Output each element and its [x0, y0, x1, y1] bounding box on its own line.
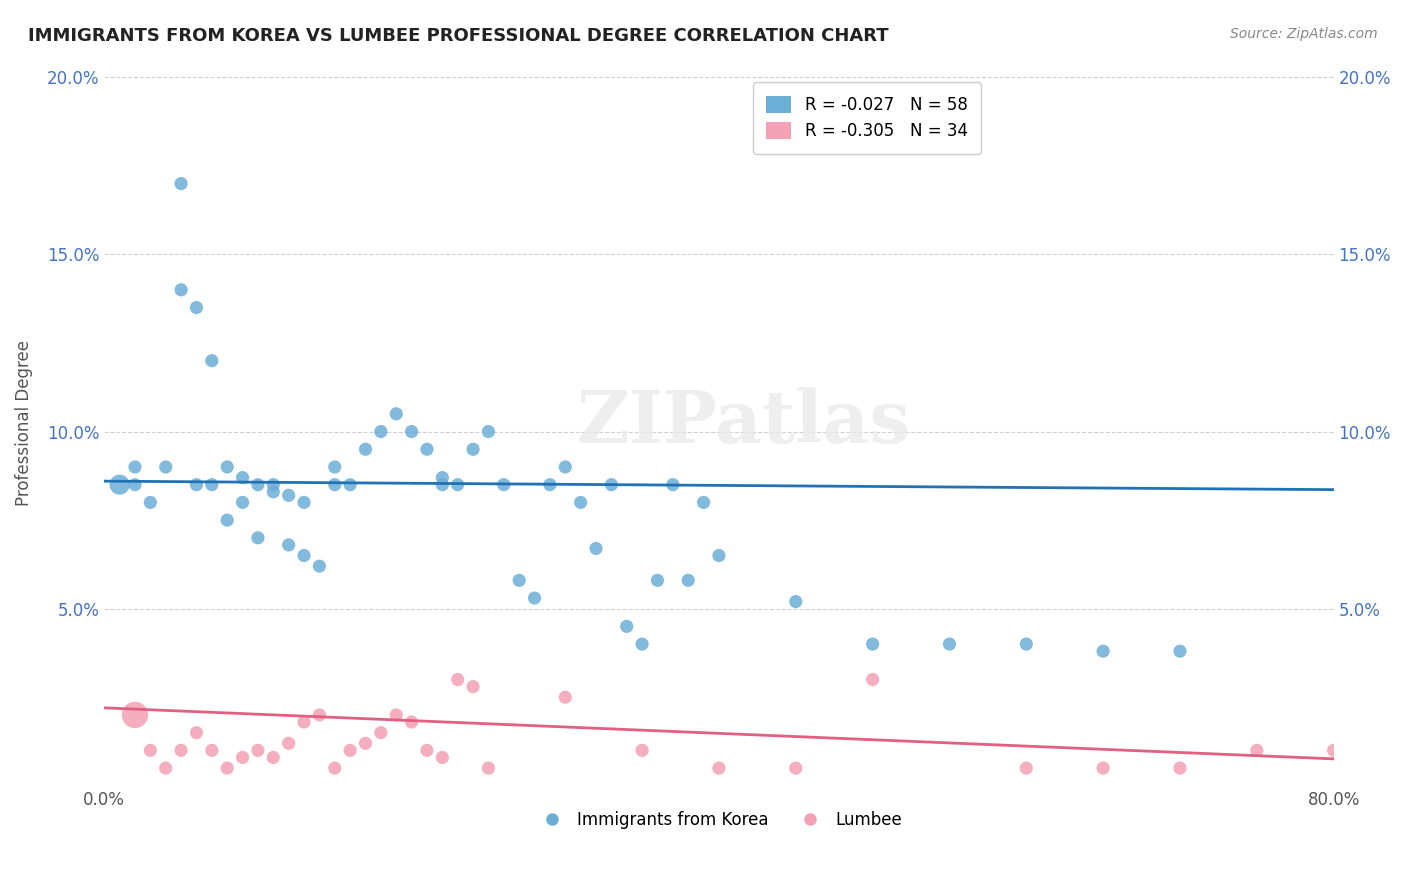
Point: [461, 680, 484, 694]
Point: [246, 743, 269, 757]
Point: [631, 637, 654, 651]
Point: [354, 442, 377, 457]
Point: [217, 761, 239, 775]
Point: [662, 477, 685, 491]
Point: [201, 353, 224, 368]
Point: [616, 619, 638, 633]
Point: [523, 591, 546, 605]
Point: [262, 750, 284, 764]
Point: [277, 538, 299, 552]
Point: [492, 477, 515, 491]
Point: [647, 574, 669, 588]
Point: [538, 477, 561, 491]
Point: [461, 442, 484, 457]
Point: [232, 470, 254, 484]
Y-axis label: Professional Degree: Professional Degree: [15, 340, 32, 506]
Point: [124, 708, 146, 723]
Point: [862, 673, 884, 687]
Legend: Immigrants from Korea, Lumbee: Immigrants from Korea, Lumbee: [529, 805, 908, 836]
Point: [862, 637, 884, 651]
Point: [707, 549, 730, 563]
Point: [292, 549, 315, 563]
Point: [1246, 743, 1268, 757]
Point: [323, 477, 346, 491]
Point: [308, 708, 330, 723]
Point: [186, 301, 208, 315]
Point: [323, 761, 346, 775]
Point: [401, 425, 423, 439]
Point: [416, 442, 439, 457]
Point: [600, 477, 623, 491]
Point: [217, 513, 239, 527]
Point: [432, 477, 454, 491]
Text: ZIPatlas: ZIPatlas: [576, 387, 911, 458]
Point: [201, 477, 224, 491]
Point: [323, 460, 346, 475]
Point: [707, 761, 730, 775]
Point: [292, 495, 315, 509]
Point: [217, 460, 239, 475]
Point: [1168, 644, 1191, 658]
Point: [186, 725, 208, 739]
Point: [246, 477, 269, 491]
Point: [1168, 761, 1191, 775]
Point: [232, 495, 254, 509]
Point: [554, 690, 576, 705]
Point: [477, 425, 499, 439]
Text: IMMIGRANTS FROM KOREA VS LUMBEE PROFESSIONAL DEGREE CORRELATION CHART: IMMIGRANTS FROM KOREA VS LUMBEE PROFESSI…: [28, 27, 889, 45]
Point: [585, 541, 607, 556]
Point: [785, 761, 807, 775]
Point: [554, 460, 576, 475]
Point: [370, 425, 392, 439]
Point: [416, 743, 439, 757]
Point: [170, 177, 193, 191]
Point: [139, 495, 162, 509]
Point: [631, 743, 654, 757]
Point: [277, 736, 299, 750]
Point: [432, 750, 454, 764]
Point: [370, 725, 392, 739]
Point: [186, 477, 208, 491]
Point: [401, 714, 423, 729]
Point: [938, 637, 960, 651]
Point: [124, 460, 146, 475]
Point: [170, 743, 193, 757]
Point: [508, 574, 530, 588]
Point: [201, 743, 224, 757]
Point: [676, 574, 699, 588]
Point: [262, 484, 284, 499]
Point: [232, 750, 254, 764]
Point: [124, 477, 146, 491]
Point: [432, 470, 454, 484]
Point: [1015, 637, 1038, 651]
Point: [170, 283, 193, 297]
Point: [385, 407, 408, 421]
Point: [447, 673, 470, 687]
Point: [1092, 761, 1115, 775]
Point: [155, 761, 177, 775]
Point: [292, 714, 315, 729]
Point: [785, 594, 807, 608]
Point: [1015, 761, 1038, 775]
Point: [262, 477, 284, 491]
Point: [246, 531, 269, 545]
Point: [354, 736, 377, 750]
Point: [477, 761, 499, 775]
Point: [339, 743, 361, 757]
Point: [277, 488, 299, 502]
Point: [1092, 644, 1115, 658]
Point: [155, 460, 177, 475]
Point: [339, 477, 361, 491]
Point: [1323, 743, 1346, 757]
Point: [569, 495, 592, 509]
Point: [447, 477, 470, 491]
Point: [108, 477, 131, 491]
Point: [692, 495, 714, 509]
Point: [308, 559, 330, 574]
Point: [385, 708, 408, 723]
Point: [139, 743, 162, 757]
Text: Source: ZipAtlas.com: Source: ZipAtlas.com: [1230, 27, 1378, 41]
